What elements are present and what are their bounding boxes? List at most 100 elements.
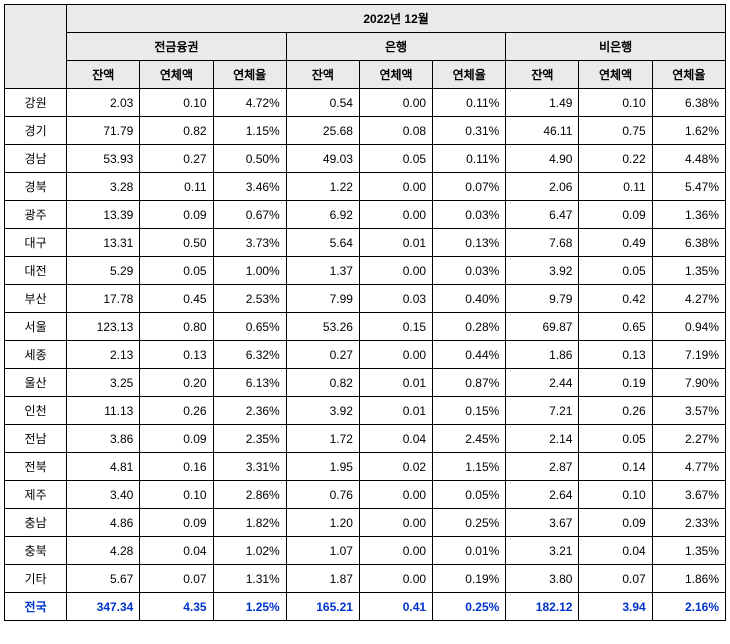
value-cell: 53.93 xyxy=(67,145,140,173)
table-row: 경북3.280.113.46%1.220.000.07%2.060.115.47… xyxy=(5,173,726,201)
value-cell: 2.13 xyxy=(67,341,140,369)
value-cell: 0.75 xyxy=(579,117,652,145)
value-cell: 3.21 xyxy=(506,537,579,565)
value-cell: 0.25% xyxy=(433,593,506,621)
value-cell: 0.13 xyxy=(579,341,652,369)
value-cell: 11.13 xyxy=(67,397,140,425)
value-cell: 2.44 xyxy=(506,369,579,397)
value-cell: 6.13% xyxy=(213,369,286,397)
table-body: 강원2.030.104.72%0.540.000.11%1.490.106.38… xyxy=(5,89,726,621)
value-cell: 7.68 xyxy=(506,229,579,257)
value-cell: 3.31% xyxy=(213,453,286,481)
value-cell: 13.31 xyxy=(67,229,140,257)
value-cell: 4.28 xyxy=(67,537,140,565)
value-cell: 0.00 xyxy=(359,201,432,229)
value-cell: 0.13 xyxy=(140,341,213,369)
header-subcol: 잔액 xyxy=(506,61,579,89)
value-cell: 1.22 xyxy=(286,173,359,201)
value-cell: 0.11 xyxy=(140,173,213,201)
header-subcol: 연체액 xyxy=(140,61,213,89)
table-row: 인천11.130.262.36%3.920.010.15%7.210.263.5… xyxy=(5,397,726,425)
value-cell: 1.86% xyxy=(652,565,725,593)
value-cell: 0.20 xyxy=(140,369,213,397)
value-cell: 0.50 xyxy=(140,229,213,257)
value-cell: 0.04 xyxy=(579,537,652,565)
value-cell: 1.15% xyxy=(433,453,506,481)
value-cell: 0.00 xyxy=(359,173,432,201)
value-cell: 0.00 xyxy=(359,565,432,593)
value-cell: 7.90% xyxy=(652,369,725,397)
table-row: 전남3.860.092.35%1.720.042.45%2.140.052.27… xyxy=(5,425,726,453)
value-cell: 0.00 xyxy=(359,257,432,285)
region-cell: 충북 xyxy=(5,537,67,565)
value-cell: 0.42 xyxy=(579,285,652,313)
value-cell: 0.19 xyxy=(579,369,652,397)
header-subcol: 연체액 xyxy=(579,61,652,89)
value-cell: 2.06 xyxy=(506,173,579,201)
value-cell: 0.87% xyxy=(433,369,506,397)
value-cell: 0.10 xyxy=(140,89,213,117)
value-cell: 3.80 xyxy=(506,565,579,593)
value-cell: 0.00 xyxy=(359,481,432,509)
value-cell: 165.21 xyxy=(286,593,359,621)
value-cell: 4.77% xyxy=(652,453,725,481)
value-cell: 0.26 xyxy=(579,397,652,425)
value-cell: 4.81 xyxy=(67,453,140,481)
value-cell: 182.12 xyxy=(506,593,579,621)
value-cell: 4.86 xyxy=(67,509,140,537)
value-cell: 0.05% xyxy=(433,481,506,509)
region-cell: 전국 xyxy=(5,593,67,621)
value-cell: 1.86 xyxy=(506,341,579,369)
value-cell: 2.45% xyxy=(433,425,506,453)
value-cell: 0.13% xyxy=(433,229,506,257)
value-cell: 1.07 xyxy=(286,537,359,565)
region-cell: 전남 xyxy=(5,425,67,453)
region-cell: 대구 xyxy=(5,229,67,257)
value-cell: 0.28% xyxy=(433,313,506,341)
value-cell: 25.68 xyxy=(286,117,359,145)
header-period: 2022년 12월 xyxy=(67,5,726,33)
value-cell: 1.36% xyxy=(652,201,725,229)
value-cell: 0.00 xyxy=(359,341,432,369)
table-row: 전북4.810.163.31%1.950.021.15%2.870.144.77… xyxy=(5,453,726,481)
value-cell: 0.16 xyxy=(140,453,213,481)
value-cell: 0.80 xyxy=(140,313,213,341)
value-cell: 3.67 xyxy=(506,509,579,537)
table-row: 서울123.130.800.65%53.260.150.28%69.870.65… xyxy=(5,313,726,341)
value-cell: 7.19% xyxy=(652,341,725,369)
value-cell: 17.78 xyxy=(67,285,140,313)
value-cell: 0.09 xyxy=(140,201,213,229)
value-cell: 46.11 xyxy=(506,117,579,145)
table-row: 기타5.670.071.31%1.870.000.19%3.800.071.86… xyxy=(5,565,726,593)
value-cell: 4.72% xyxy=(213,89,286,117)
header-subcol: 연체율 xyxy=(652,61,725,89)
value-cell: 0.22 xyxy=(579,145,652,173)
value-cell: 0.01 xyxy=(359,229,432,257)
value-cell: 1.00% xyxy=(213,257,286,285)
header-blank xyxy=(5,5,67,89)
value-cell: 3.40 xyxy=(67,481,140,509)
value-cell: 0.49 xyxy=(579,229,652,257)
region-cell: 울산 xyxy=(5,369,67,397)
value-cell: 5.29 xyxy=(67,257,140,285)
region-cell: 경기 xyxy=(5,117,67,145)
value-cell: 4.35 xyxy=(140,593,213,621)
value-cell: 71.79 xyxy=(67,117,140,145)
value-cell: 3.73% xyxy=(213,229,286,257)
region-cell: 대전 xyxy=(5,257,67,285)
value-cell: 347.34 xyxy=(67,593,140,621)
value-cell: 0.76 xyxy=(286,481,359,509)
value-cell: 2.14 xyxy=(506,425,579,453)
value-cell: 0.25% xyxy=(433,509,506,537)
value-cell: 0.11% xyxy=(433,145,506,173)
value-cell: 0.02 xyxy=(359,453,432,481)
value-cell: 0.07 xyxy=(579,565,652,593)
value-cell: 2.64 xyxy=(506,481,579,509)
table-row: 대구13.310.503.73%5.640.010.13%7.680.496.3… xyxy=(5,229,726,257)
table-row: 충남4.860.091.82%1.200.000.25%3.670.092.33… xyxy=(5,509,726,537)
region-cell: 서울 xyxy=(5,313,67,341)
region-cell: 전북 xyxy=(5,453,67,481)
value-cell: 2.27% xyxy=(652,425,725,453)
value-cell: 1.87 xyxy=(286,565,359,593)
region-cell: 경북 xyxy=(5,173,67,201)
